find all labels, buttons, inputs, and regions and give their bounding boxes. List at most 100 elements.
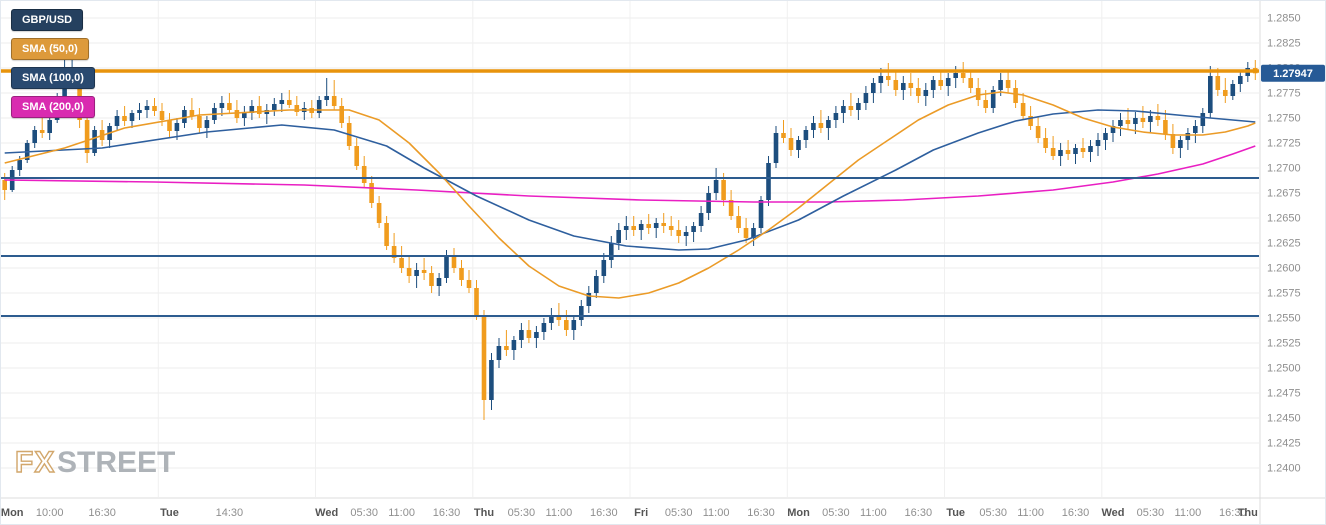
candle	[796, 136, 801, 158]
time-axis[interactable]: Mon 10:00 16:30 Tue 14:30 Wed 05:30 11:00 16:30 T…	[1, 507, 1258, 519]
candle-body	[1073, 148, 1078, 154]
candle-body	[953, 73, 958, 78]
time-axis-day-label: Thu	[1238, 507, 1258, 519]
candle	[871, 78, 876, 103]
candle	[616, 223, 621, 250]
time-axis-time-label: 11:00	[546, 507, 573, 519]
price-axis-label: 1.2625	[1267, 238, 1301, 250]
candle-body	[316, 100, 322, 113]
candle-body	[1170, 134, 1176, 148]
candle	[923, 83, 929, 106]
price-axis[interactable]: 1.28501.28251.28001.27751.27501.27251.27…	[1267, 13, 1301, 475]
candle-body	[2, 180, 7, 190]
candle	[474, 280, 479, 320]
price-axis-label: 1.2825	[1267, 38, 1301, 50]
candle-body	[436, 278, 442, 286]
candle-body	[848, 106, 854, 110]
candle	[114, 110, 120, 130]
candle	[361, 156, 367, 188]
candle-body	[1103, 133, 1108, 140]
time-axis-time-label: 10:00	[36, 507, 64, 519]
candle-body	[683, 232, 689, 236]
candle-body	[504, 346, 509, 350]
candle	[1185, 128, 1191, 150]
legend-chip-sma-50[interactable]: SMA (50,0)	[11, 38, 89, 60]
candle-body	[564, 320, 569, 330]
legend-chip-symbol[interactable]: GBP/USD	[11, 9, 84, 31]
candle-body	[1155, 116, 1161, 120]
price-axis-label: 1.2700	[1267, 163, 1301, 175]
candles	[2, 48, 1258, 420]
price-axis-label: 1.2650	[1267, 213, 1301, 225]
candle	[534, 326, 539, 348]
legend-chip-sma-100[interactable]: SMA (100,0)	[11, 67, 95, 89]
candle-body	[459, 268, 464, 280]
candle-body	[1028, 116, 1033, 126]
candle-body	[1095, 140, 1101, 146]
time-axis-time-label: 16:30	[1219, 507, 1247, 519]
price-axis-label: 1.2725	[1267, 138, 1301, 150]
candle	[1170, 124, 1176, 154]
candle-body	[331, 96, 337, 106]
candle	[331, 80, 337, 110]
candle-body	[571, 320, 577, 330]
current-price-tag: 1.27947	[1261, 64, 1325, 82]
candle	[47, 116, 52, 140]
candle	[743, 218, 749, 243]
candle	[1080, 138, 1086, 158]
candle-body	[811, 123, 816, 130]
candle-body	[826, 120, 831, 128]
candle-body	[249, 106, 255, 113]
candle	[571, 316, 577, 340]
time-axis-time-label: 16:30	[433, 507, 461, 519]
candle-body	[496, 346, 502, 360]
candle	[1208, 66, 1213, 118]
time-axis-time-label: 05:30	[979, 507, 1007, 519]
candle-body	[751, 228, 756, 238]
time-axis-time-label: 05:30	[1137, 507, 1165, 519]
candle-body	[511, 340, 517, 350]
candle	[99, 120, 105, 146]
time-axis-day-label: Mon	[1, 507, 24, 519]
candle	[826, 116, 831, 140]
candle	[1020, 93, 1026, 120]
candle	[541, 318, 547, 340]
candle	[1035, 116, 1041, 143]
candle	[496, 338, 502, 368]
legend: GBP/USD SMA (50,0) SMA (100,0) SMA (200,0)	[11, 9, 95, 118]
candle-body	[444, 256, 449, 278]
candle	[384, 216, 389, 250]
candle-body	[818, 123, 824, 128]
fxstreet-watermark: FX STREET	[14, 445, 175, 479]
candle-body	[579, 306, 584, 320]
candle	[227, 93, 232, 113]
candle-body	[601, 260, 607, 276]
candle	[1200, 108, 1206, 133]
time-axis-time-label: 05:30	[822, 507, 850, 519]
candle-body	[324, 96, 329, 100]
time-axis-time-label: 05:30	[665, 507, 693, 519]
candle-body	[391, 246, 397, 258]
candle	[564, 310, 569, 336]
candle	[975, 78, 981, 106]
time-axis-time-label: 14:30	[216, 507, 244, 519]
candle-body	[474, 288, 479, 316]
candle-body	[623, 226, 629, 230]
candle	[451, 248, 457, 273]
candle-body	[114, 116, 120, 126]
price-axis-label: 1.2550	[1267, 313, 1301, 325]
time-axis-time-label: 16:30	[1062, 507, 1090, 519]
candle-body	[653, 223, 659, 228]
gridlines	[1, 1, 1259, 497]
time-axis-time-label: 11:00	[1017, 507, 1044, 519]
candle	[219, 96, 225, 116]
candle-body	[1215, 76, 1221, 90]
candle	[1073, 144, 1078, 164]
candle-body	[174, 123, 180, 131]
candle	[766, 156, 771, 206]
candle-body	[339, 106, 344, 123]
legend-chip-sma-200[interactable]: SMA (200,0)	[11, 96, 95, 118]
candle-body	[361, 166, 367, 183]
